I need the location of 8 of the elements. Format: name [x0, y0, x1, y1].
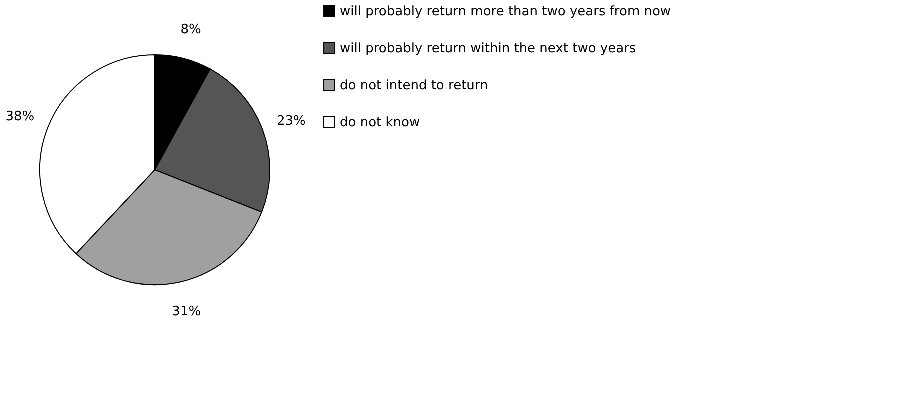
data-label: 8% — [180, 22, 202, 38]
data-label: 38% — [6, 110, 35, 125]
legend-label: do not intend to return — [340, 78, 488, 94]
legend-label: will probably return within the next two years — [340, 42, 636, 56]
legend-label: do not know — [340, 116, 420, 130]
data-label: 23% — [276, 114, 306, 129]
data-label: 31% — [172, 304, 202, 320]
legend-label: will probably return more than two years from now — [340, 4, 672, 20]
